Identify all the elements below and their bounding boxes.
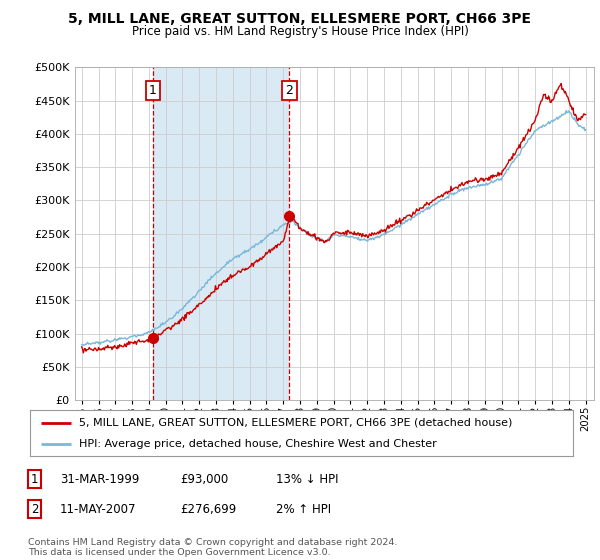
Text: 1: 1 [149,84,157,97]
Text: 31-MAR-1999: 31-MAR-1999 [60,473,139,486]
Text: £93,000: £93,000 [180,473,228,486]
Bar [153,67,289,400]
Text: £276,699: £276,699 [180,502,236,516]
Text: Contains HM Land Registry data © Crown copyright and database right 2024.
This d: Contains HM Land Registry data © Crown c… [28,538,398,557]
Text: 2: 2 [286,84,293,97]
Text: HPI: Average price, detached house, Cheshire West and Chester: HPI: Average price, detached house, Ches… [79,439,437,449]
Text: 13% ↓ HPI: 13% ↓ HPI [276,473,338,486]
Text: 1: 1 [31,473,38,486]
Text: 5, MILL LANE, GREAT SUTTON, ELLESMERE PORT, CH66 3PE (detached house): 5, MILL LANE, GREAT SUTTON, ELLESMERE PO… [79,418,512,428]
Text: 2% ↑ HPI: 2% ↑ HPI [276,502,331,516]
Text: 2: 2 [31,502,38,516]
Text: 5, MILL LANE, GREAT SUTTON, ELLESMERE PORT, CH66 3PE: 5, MILL LANE, GREAT SUTTON, ELLESMERE PO… [68,12,532,26]
Text: Price paid vs. HM Land Registry's House Price Index (HPI): Price paid vs. HM Land Registry's House … [131,25,469,38]
Text: 11-MAY-2007: 11-MAY-2007 [60,502,137,516]
